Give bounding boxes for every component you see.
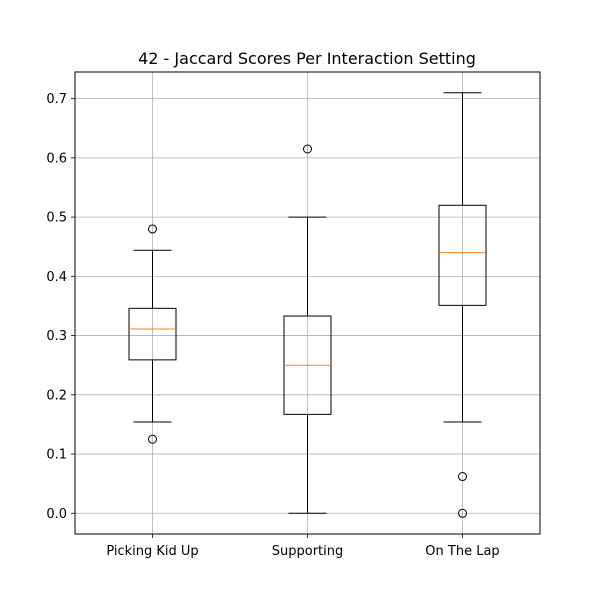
iqr-box — [128, 307, 177, 361]
x-tick-label: On The Lap — [425, 544, 499, 559]
y-tick-label: 0.7 — [46, 92, 67, 107]
outlier-point — [458, 472, 467, 482]
y-tick-label: 0.0 — [46, 507, 67, 522]
x-tick-label: Supporting — [272, 544, 344, 559]
plot-frame — [74, 71, 541, 535]
iqr-box — [438, 204, 487, 306]
box-group — [128, 224, 177, 444]
outlier-point — [148, 224, 157, 234]
chart-title: 42 - Jaccard Scores Per Interaction Sett… — [138, 49, 476, 68]
y-tick-label: 0.2 — [46, 388, 67, 403]
y-tick-label: 0.3 — [46, 329, 67, 344]
y-tick-label: 0.4 — [46, 270, 67, 285]
y-tick-label: 0.6 — [46, 151, 67, 166]
y-tick-label: 0.1 — [46, 448, 67, 463]
box-group — [283, 144, 332, 514]
y-tick-label: 0.5 — [46, 211, 67, 226]
box-group — [438, 92, 487, 518]
outlier-point — [148, 434, 157, 444]
outlier-point — [458, 508, 467, 518]
x-tick-label: Picking Kid Up — [106, 544, 198, 559]
outlier-point — [303, 144, 312, 154]
